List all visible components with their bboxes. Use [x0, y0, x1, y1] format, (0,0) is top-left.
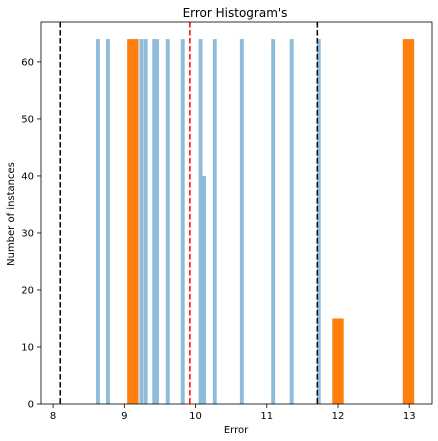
histogram-bar-series1-4	[139, 39, 144, 404]
y-tick-label-2: 10	[21, 342, 34, 353]
plot-frame	[40, 21, 433, 405]
histogram-bar-series1-15	[289, 39, 294, 404]
bars-layer	[96, 39, 415, 404]
x-tick-label-6: 13	[403, 411, 416, 422]
histogram-bar-series1-2	[105, 39, 110, 404]
x-tick-label-2: 9	[121, 411, 127, 422]
y-ticks: 0 10 20 30 40 50 60	[21, 57, 41, 411]
y-tick-label-3: 20	[21, 285, 34, 296]
histogram-bar-series1-9	[180, 39, 185, 404]
histogram-bar-series2-1	[127, 39, 139, 404]
x-ticks: 8 9 10 11 12 13	[50, 404, 416, 422]
y-tick-label-4: 30	[21, 228, 34, 239]
x-tick-label-3: 10	[189, 411, 202, 422]
chart-title: Error Histogram's	[183, 6, 288, 20]
x-axis-label: Error	[224, 425, 249, 436]
histogram-bar-series2-3	[402, 39, 415, 404]
x-tick-label-5: 12	[332, 411, 345, 422]
histogram-bar-series1-8	[165, 39, 170, 404]
y-axis-label: Number of instances	[6, 162, 17, 266]
histogram-bar-series1-10	[198, 39, 203, 404]
y-tick-label-5: 40	[21, 171, 34, 182]
y-tick-label-6: 50	[21, 114, 34, 125]
x-tick-label-4: 11	[260, 411, 273, 422]
histogram-bar-series1-14	[271, 39, 276, 404]
histogram-bar-series1-5	[143, 39, 148, 404]
histogram-bar-series1-13	[239, 39, 244, 404]
y-tick-label-7: 60	[21, 57, 34, 68]
histogram-bar-series1-12	[212, 39, 217, 404]
histogram-bar-series1-1	[96, 39, 100, 404]
x-tick-label-1: 8	[50, 411, 56, 422]
histogram-bar-series1-11	[202, 175, 207, 404]
y-tick-label-1: 0	[28, 400, 34, 411]
histogram-bar-series2-2	[332, 318, 344, 404]
histogram-bar-series1-16	[316, 39, 321, 404]
histogram-bar-series1-7	[155, 39, 160, 404]
histogram-bar-series1-6	[152, 39, 157, 404]
